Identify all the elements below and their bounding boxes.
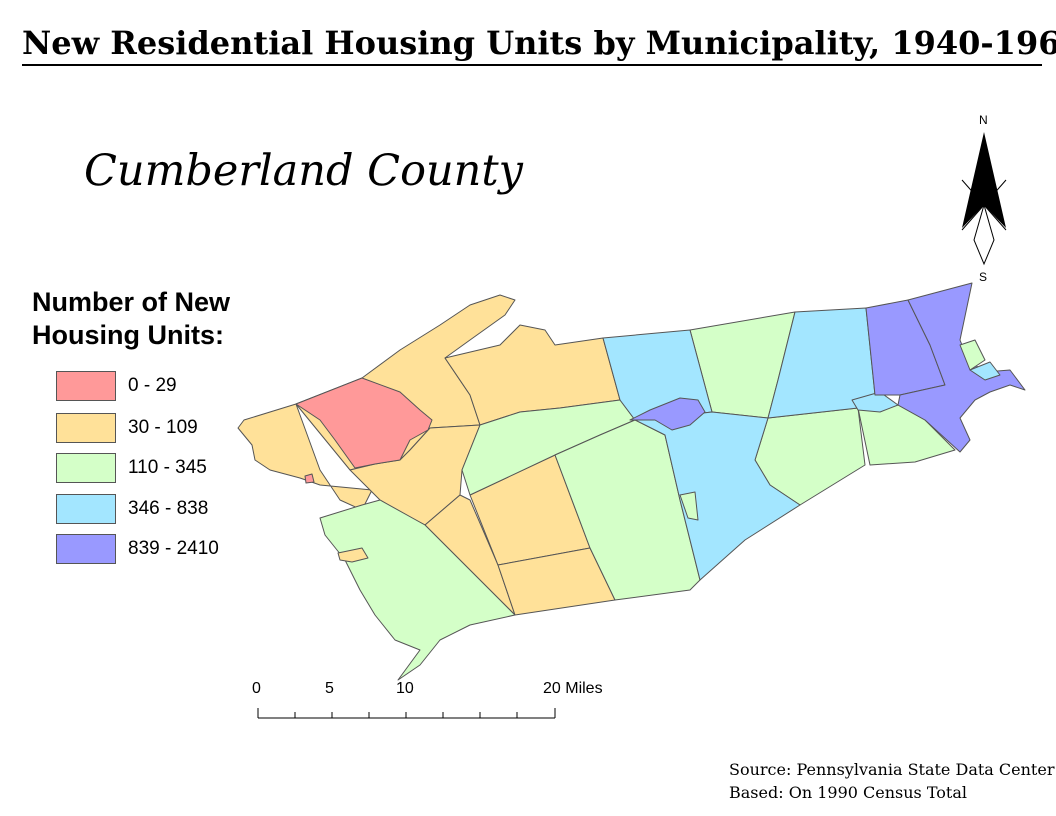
municipality-southwest[interactable] (319, 499, 516, 681)
legend-swatch (56, 534, 116, 564)
scale-bar (257, 708, 556, 719)
municipality-small-blue-ne[interactable] (969, 361, 1001, 381)
legend-swatch (56, 494, 116, 524)
legend-title: Number of New Housing Units: (32, 286, 230, 352)
county-name: Cumberland County (84, 146, 523, 196)
scale-label-10: 10 (396, 680, 414, 697)
legend-label: 0 - 29 (128, 375, 177, 396)
south-label: S (979, 270, 988, 284)
north-label: N (979, 113, 988, 127)
legend-label: 839 - 2410 (128, 538, 219, 559)
municipality-small-orange-spot[interactable] (337, 547, 369, 563)
municipality-small-light-green[interactable] (679, 491, 699, 521)
legend-title-line1: Number of New (32, 287, 231, 317)
legend-title-line2: Housing Units: (32, 320, 224, 350)
north-arrow-icon (961, 132, 1007, 266)
source-line: Source: Pennsylvania State Data Center (729, 760, 1055, 779)
legend-swatch (56, 453, 116, 483)
legend-label: 30 - 109 (128, 417, 198, 438)
legend-label: 110 - 345 (128, 457, 207, 478)
scale-label-0: 0 (252, 680, 261, 697)
source-basis-line: Based: On 1990 Census Total (729, 783, 967, 802)
municipality-small-light-green-ne[interactable] (959, 339, 986, 371)
legend-label: 346 - 838 (128, 498, 209, 519)
title-underline (22, 64, 1042, 66)
scale-label-20-miles: 20 Miles (543, 680, 603, 697)
map-title: New Residential Housing Units by Municip… (22, 24, 1056, 62)
municipality-small-red-spot[interactable] (304, 473, 315, 484)
legend-swatch (56, 371, 116, 401)
municipality-purple-center[interactable] (629, 397, 706, 431)
legend-swatch (56, 413, 116, 443)
municipality-lowest-class[interactable] (295, 377, 433, 469)
source-note: Source: Pennsylvania State Data Center B… (729, 758, 1054, 804)
scale-label-5: 5 (325, 680, 334, 697)
